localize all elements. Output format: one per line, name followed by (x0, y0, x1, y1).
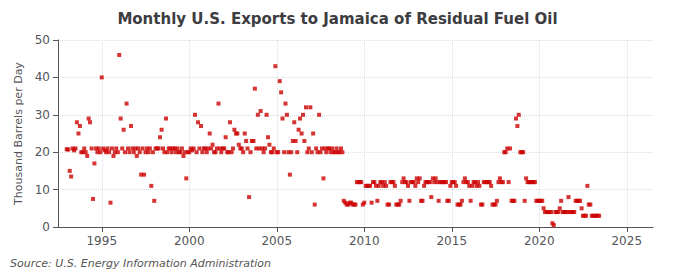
svg-text:30: 30 (35, 108, 50, 122)
svg-text:40: 40 (35, 70, 50, 84)
svg-text:2010: 2010 (349, 234, 380, 248)
svg-text:2025: 2025 (611, 234, 642, 248)
svg-text:1995: 1995 (86, 234, 117, 248)
svg-text:0: 0 (42, 220, 50, 234)
svg-text:Thousand Barrels per Day: Thousand Barrels per Day (12, 62, 25, 206)
svg-text:2000: 2000 (174, 234, 205, 248)
svg-text:20: 20 (35, 145, 50, 159)
svg-text:50: 50 (35, 33, 50, 47)
svg-text:2015: 2015 (436, 234, 467, 248)
svg-text:2020: 2020 (524, 234, 555, 248)
svg-text:2005: 2005 (261, 234, 292, 248)
svg-text:10: 10 (35, 183, 50, 197)
svg-text:Monthly U.S. Exports to Jamaic: Monthly U.S. Exports to Jamaica of Resid… (117, 10, 557, 28)
svg-text:Source: U.S. Energy Informatio: Source: U.S. Energy Information Administ… (10, 257, 271, 270)
